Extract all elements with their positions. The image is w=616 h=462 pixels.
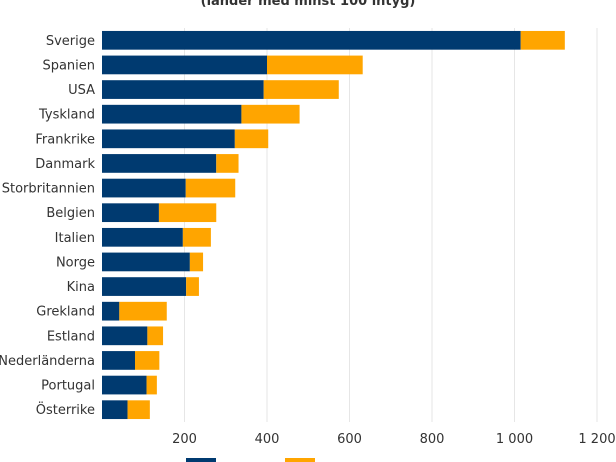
category-label-12: Estland	[47, 329, 95, 344]
bar-1-15	[102, 400, 128, 420]
bar-2-10	[186, 277, 199, 296]
bar-1-9	[102, 252, 190, 272]
category-label-3: Tyskland	[38, 108, 95, 123]
bar-1-7	[102, 203, 159, 223]
bar-2-11	[119, 301, 167, 321]
chart-title: (länder med minst 100 intyg)	[200, 0, 416, 9]
category-label-1: Spanien	[42, 58, 95, 73]
category-label-5: Danmark	[35, 157, 95, 172]
category-label-14: Portugal	[41, 379, 95, 394]
grid-layer	[184, 28, 598, 422]
bar-1-13	[102, 351, 135, 370]
bar-2-6	[185, 178, 236, 198]
category-label-4: Frankrike	[35, 132, 95, 147]
bar-2-14	[146, 375, 157, 395]
bar-2-5	[216, 154, 239, 173]
bar-1-8	[102, 227, 183, 247]
category-label-2: USA	[68, 83, 95, 98]
x-tick-label-0: 200	[172, 432, 197, 447]
bar-2-1	[267, 55, 363, 75]
legend	[186, 458, 315, 462]
bar-1-1	[102, 55, 267, 75]
bar-1-11	[102, 301, 120, 321]
bar-1-10	[102, 277, 187, 296]
bar-2-13	[135, 351, 160, 370]
category-label-15: Österrike	[36, 401, 95, 418]
category-label-11: Grekland	[36, 305, 95, 320]
category-label-0: Sverige	[46, 34, 95, 49]
bar-1-12	[102, 326, 148, 346]
bar-2-15	[127, 400, 150, 420]
bar-1-3	[102, 104, 242, 124]
bar-1-0	[102, 30, 521, 50]
category-label-13: Nederländerna	[0, 354, 95, 369]
category-label-7: Belgien	[46, 206, 95, 221]
x-tick-label-3: 800	[420, 432, 445, 447]
x-tick-label-1: 400	[255, 432, 280, 447]
category-label-9: Norge	[56, 255, 95, 270]
bar-2-3	[241, 104, 300, 124]
legend-swatch-1	[186, 458, 216, 462]
bar-1-6	[102, 178, 186, 198]
x-tick-label-2: 600	[337, 432, 362, 447]
bar-1-5	[102, 154, 217, 173]
category-label-10: Kina	[67, 280, 95, 295]
category-label-6: Storbritannien	[2, 182, 95, 197]
bar-2-0	[520, 30, 565, 50]
category-labels: Sverige Spanien USA Tyskland Frankrike Danmar…	[0, 34, 95, 418]
bar-1-4	[102, 129, 235, 149]
bar-2-7	[158, 203, 217, 223]
bar-2-9	[189, 252, 204, 272]
bar-2-12	[147, 326, 164, 346]
bar-2-2	[263, 80, 339, 99]
legend-swatch-2	[285, 458, 315, 462]
bar-2-8	[182, 227, 211, 247]
x-tick-label-4: 1 000	[496, 432, 533, 447]
bar-1-14	[102, 375, 147, 395]
x-axis-ticks: 200 400 600 800 1 000 1 200	[172, 432, 616, 447]
x-tick-label-5: 1 200	[578, 432, 615, 447]
bar-2-4	[234, 129, 269, 149]
category-label-8: Italien	[55, 231, 95, 246]
bar-1-2	[102, 80, 264, 99]
bars-layer	[102, 30, 565, 420]
